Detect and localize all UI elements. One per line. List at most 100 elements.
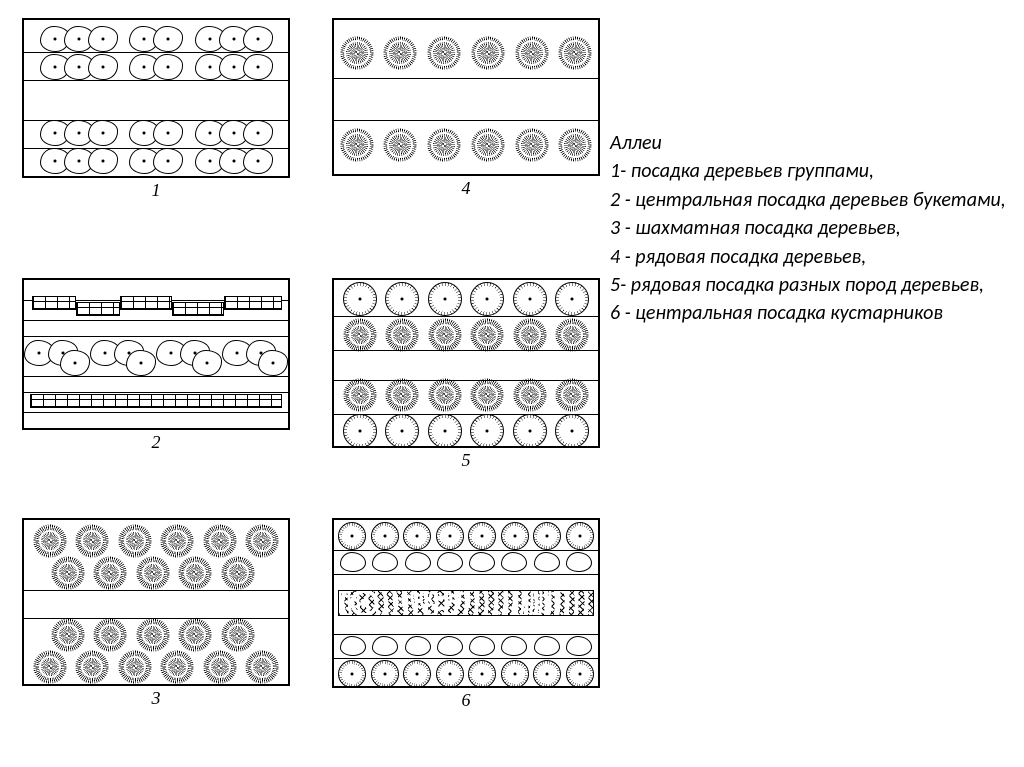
- bush-cloud-icon: [372, 552, 398, 572]
- legend-item: 6 - центральная посадка кустарников: [610, 300, 1010, 326]
- hline: [24, 52, 288, 53]
- tree-tick-circle-icon: [566, 660, 594, 688]
- tree-burst-icon: [336, 32, 378, 74]
- bush-cloud-icon: [372, 636, 398, 656]
- tree-tick-circle-icon: [385, 414, 419, 448]
- tree-burst-icon: [118, 524, 152, 558]
- tree-burst-icon: [470, 378, 504, 412]
- tree-burst-icon: [555, 318, 589, 352]
- tree-tick-circle-icon: [385, 282, 419, 316]
- tree-tick-circle-icon: [403, 522, 431, 550]
- tree-row: [24, 26, 288, 52]
- tree-group: [195, 120, 273, 146]
- legend-title: Аллеи: [610, 130, 1010, 156]
- legend-item: 5- рядовая посадка разных пород деревьев…: [610, 272, 1010, 298]
- tree-tick-circle-icon: [338, 660, 366, 688]
- tree-row: [334, 124, 598, 166]
- panel-4: [332, 18, 600, 176]
- bouquet-icon: [24, 340, 90, 376]
- bush-cloud-icon: [501, 636, 527, 656]
- panel-caption-1: 1: [22, 180, 290, 201]
- tree-burst-icon: [343, 318, 377, 352]
- hline: [334, 120, 598, 121]
- tree-burst-icon: [467, 32, 509, 74]
- tree-tick-circle-icon: [371, 660, 399, 688]
- tree-blob-icon: [88, 54, 118, 80]
- tree-burst-icon: [33, 650, 67, 684]
- tree-tick-circle-icon: [468, 660, 496, 688]
- tree-burst-icon: [203, 650, 237, 684]
- hline: [334, 658, 598, 659]
- bush-cloud-icon: [534, 636, 560, 656]
- tree-burst-icon: [470, 318, 504, 352]
- tree-burst-icon: [160, 524, 194, 558]
- bush-cloud-icon: [437, 636, 463, 656]
- tree-tick-circle-icon: [501, 660, 529, 688]
- tree-burst-icon: [33, 524, 67, 558]
- tree-blob-icon: [88, 120, 118, 146]
- tree-burst-icon: [343, 378, 377, 412]
- tree-row: [334, 414, 598, 448]
- tree-burst-icon: [136, 556, 170, 590]
- legend-item: 1- посадка деревьев группами,: [610, 158, 1010, 184]
- bush-cloud-icon: [405, 552, 431, 572]
- bush-cloud-icon: [405, 636, 431, 656]
- legend-item: 4 - рядовая посадка деревьев,: [610, 244, 1010, 270]
- tree-tick-circle-icon: [436, 660, 464, 688]
- tree-tick-circle-icon: [403, 660, 431, 688]
- hline: [334, 574, 598, 575]
- tree-burst-icon: [178, 618, 212, 652]
- tree-tick-circle-icon: [468, 522, 496, 550]
- hline: [24, 590, 288, 591]
- tree-blob-icon: [243, 26, 273, 52]
- tree-burst-icon: [511, 124, 553, 166]
- tree-tick-circle-icon: [513, 282, 547, 316]
- tree-group: [195, 148, 273, 174]
- tree-blob-icon: [153, 54, 183, 80]
- brick-strip-icon: [224, 296, 282, 310]
- hline: [24, 80, 288, 81]
- tree-row: [24, 54, 288, 80]
- tree-burst-icon: [93, 556, 127, 590]
- tree-tick-circle-icon: [371, 522, 399, 550]
- tree-blob-icon: [243, 54, 273, 80]
- tree-row: [24, 120, 288, 146]
- bush-cloud-icon: [469, 552, 495, 572]
- tree-tick-circle-icon: [533, 522, 561, 550]
- tree-row: [24, 524, 288, 558]
- tree-blob-icon: [153, 26, 183, 52]
- tree-blob-icon: [153, 120, 183, 146]
- tree-blob-icon: [243, 120, 273, 146]
- tree-burst-icon: [554, 124, 596, 166]
- tree-row: [42, 556, 306, 590]
- tree-blob-icon: [153, 148, 183, 174]
- hline: [24, 336, 288, 337]
- tree-burst-icon: [385, 378, 419, 412]
- tree-group: [195, 54, 273, 80]
- tree-row: [334, 318, 598, 352]
- legend-item: 3 - шахматная посадка деревьев,: [610, 215, 1010, 241]
- tree-burst-icon: [555, 378, 589, 412]
- tree-blob-icon: [88, 26, 118, 52]
- panel-caption-2: 2: [22, 432, 290, 453]
- tree-tick-circle-icon: [343, 414, 377, 448]
- tree-group: [129, 148, 183, 174]
- hline: [24, 320, 288, 321]
- tree-burst-icon: [221, 618, 255, 652]
- hline: [334, 78, 598, 79]
- tree-burst-icon: [428, 318, 462, 352]
- tree-blob-icon: [126, 350, 156, 376]
- tree-burst-icon: [423, 32, 465, 74]
- panel-5: [332, 278, 600, 448]
- tree-burst-icon: [379, 32, 421, 74]
- tree-burst-icon: [203, 524, 237, 558]
- brick-strip-icon: [172, 302, 224, 316]
- bush-cloud-icon: [469, 636, 495, 656]
- brick-strip-icon: [32, 296, 76, 310]
- tree-burst-icon: [160, 650, 194, 684]
- tree-burst-icon: [513, 318, 547, 352]
- tree-row: [334, 522, 598, 550]
- tree-burst-icon: [118, 650, 152, 684]
- bouquet-icon: [156, 340, 222, 376]
- tree-tick-circle-icon: [555, 282, 589, 316]
